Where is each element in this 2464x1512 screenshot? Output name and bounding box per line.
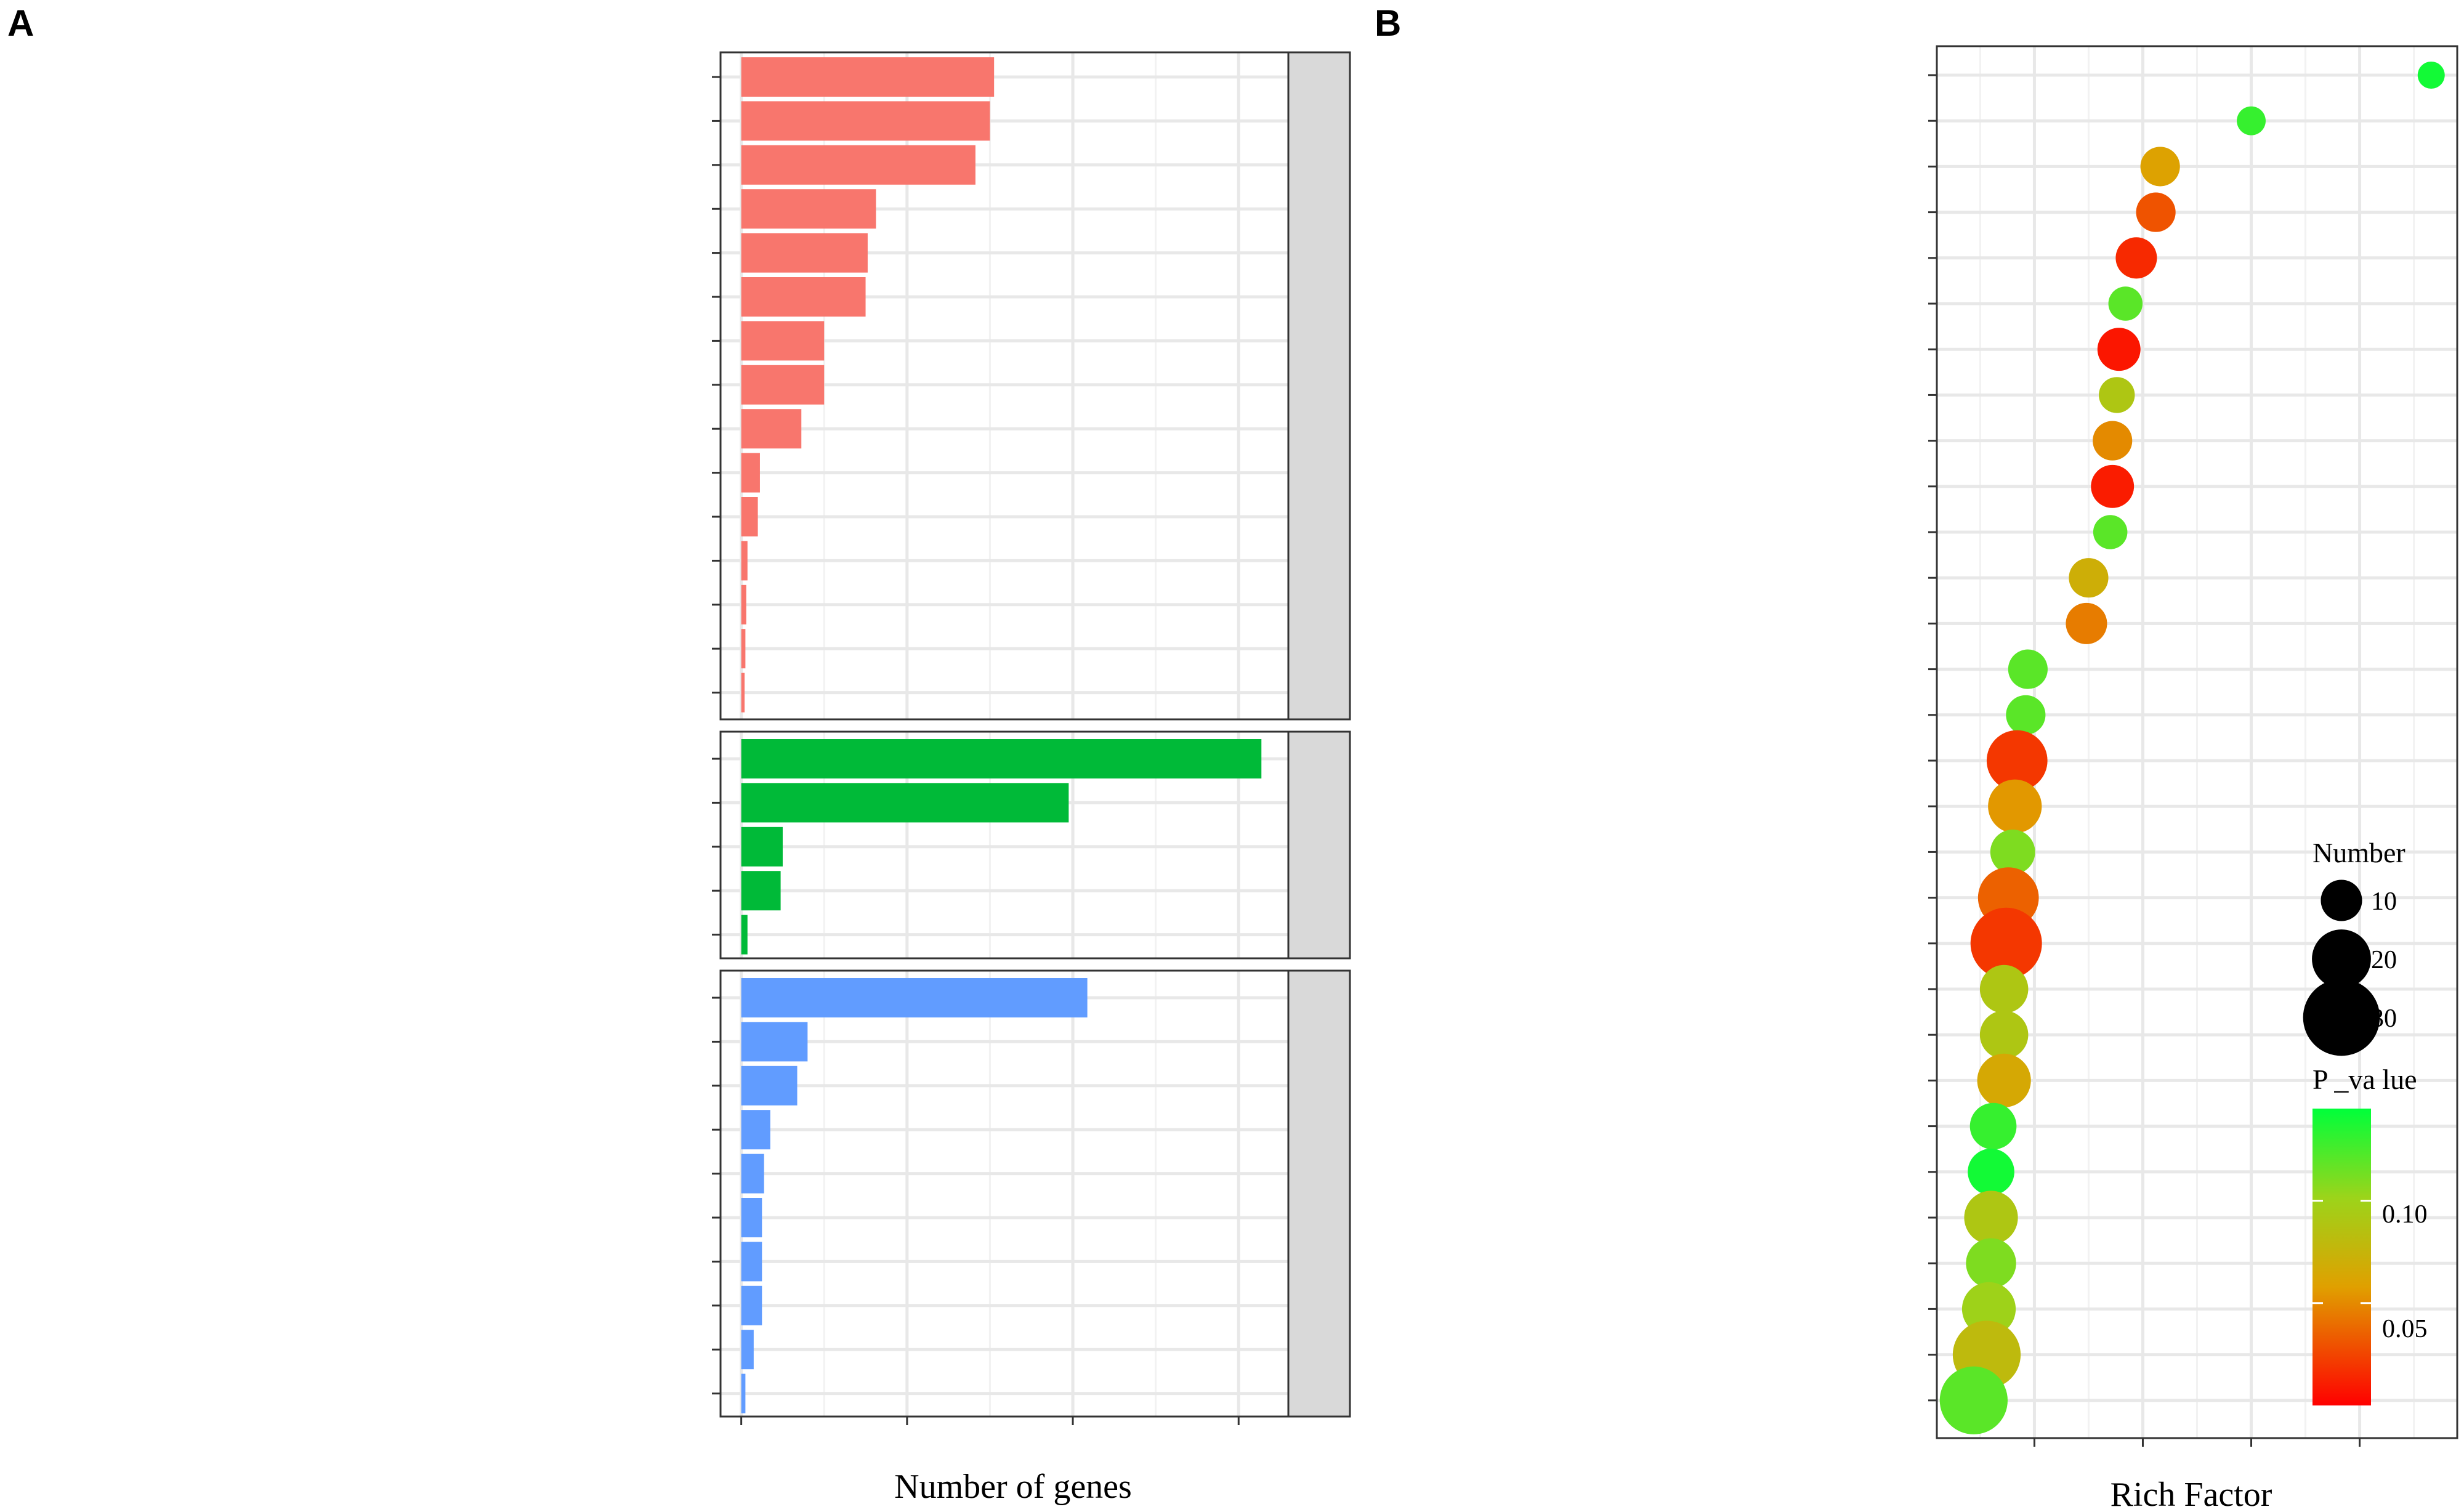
facet-strip-cc	[1287, 730, 1351, 960]
dot-transcriptional-misregulation-in-cancer[interactable]	[1961, 1282, 2016, 1336]
bar-organelle-part[interactable]	[741, 783, 1069, 823]
bar-regulation-of-cardiac-muscle-cell-proliferation[interactable]	[741, 541, 748, 581]
dot-proteoglycans-in-cancer[interactable]	[1986, 730, 2048, 791]
size-legend-label-10: 10	[2371, 887, 2397, 916]
p-value-color-legend: P _va lue 0.10 0.05	[2313, 1064, 2428, 1405]
go-enrichment-bar-chart	[712, 51, 1351, 1425]
bar-er-to-golgi-vesicle-mediated-transport[interactable]	[741, 497, 758, 536]
bar-cell-adhesion-molecule-binding[interactable]	[741, 1110, 770, 1150]
size-legend-dot-20	[2312, 929, 2371, 988]
dot-toxoplasmosis[interactable]	[1968, 1148, 2014, 1195]
dot-mapk-signaling-pathway[interactable]	[1970, 907, 2042, 979]
size-legend-label-20: 20	[2371, 946, 2397, 974]
colorbar-tick-label-0.05: 0.05	[2382, 1315, 2428, 1343]
dot-beta-alanine-metabolism[interactable]	[2093, 515, 2128, 549]
bar-nuclear-hormone-receptor-binding[interactable]	[741, 1330, 754, 1370]
dot-adherens-junction[interactable]	[2091, 464, 2135, 508]
dot-fatty-acid-metabolism[interactable]	[2069, 558, 2109, 598]
bar-positive-regulation-of-macromolecule-metabolic-process[interactable]	[741, 233, 868, 273]
bar-intracellular[interactable]	[741, 739, 1262, 778]
colorbar-tick-label-0.10: 0.10	[2382, 1200, 2428, 1229]
bar-paranodal-junction-assembly[interactable]	[741, 673, 745, 713]
dot-thyroid-hormone-signaling-pathway[interactable]	[1969, 1102, 2017, 1150]
facet-strip-mf	[1287, 969, 1351, 1418]
dot-progesterone-mediated-oocyte-maturation[interactable]	[1990, 830, 2035, 875]
dot-notch-signaling-pathway[interactable]	[2136, 192, 2176, 232]
panel-a-label: A	[7, 2, 34, 44]
bar-anchoring-junction[interactable]	[741, 827, 783, 867]
bar-protein-binding-involved-in-cell-cell-adhesion[interactable]	[741, 1242, 762, 1282]
bar-cell-cell-adhesion[interactable]	[741, 409, 802, 449]
dot-viral-myocarditis[interactable]	[2115, 237, 2157, 279]
facet-panel-mf	[721, 971, 1288, 1417]
dot-hippo-signaling-pathway[interactable]	[1977, 1053, 2031, 1107]
bar-biological-adhesion[interactable]	[741, 365, 825, 405]
bar-cellular-component-organization[interactable]	[741, 101, 990, 141]
dot-p53-signaling-pathway[interactable]	[2066, 602, 2107, 644]
dot-protein-processing-in-endoplasmic-reticulum[interactable]	[1964, 1191, 2018, 1245]
bar-cellular-component-organization-or-biogenesis[interactable]	[741, 57, 995, 97]
number-size-legend: Number 10 20 30	[2303, 837, 2405, 1056]
bar-protein-binding[interactable]	[741, 978, 1088, 1017]
dot-propanoate-metabolism[interactable]	[2140, 147, 2180, 187]
dot-butanoate-metabolism[interactable]	[2108, 286, 2143, 321]
bar-transition-metal-ion-binding[interactable]	[741, 1022, 808, 1062]
number-legend-title: Number	[2313, 837, 2405, 868]
dot-arrhythmogenic-right-ventricular-cardiomyopathy-arvc[interactable]	[2006, 695, 2046, 735]
bar-regulation-of-signaling[interactable]	[741, 189, 876, 229]
dot-plot-border	[1936, 45, 2458, 1439]
bar-response-to-organic-substance[interactable]	[741, 277, 866, 317]
dot-adipocytokine-signaling-pathway[interactable]	[2008, 649, 2048, 689]
dot-endocytosis[interactable]	[1939, 1366, 2008, 1434]
bar-gtpase-inhibitor-activity[interactable]	[741, 1373, 746, 1413]
dot-lysosome[interactable]	[1979, 1010, 2029, 1059]
bar-cell-adhesion[interactable]	[741, 321, 825, 361]
bar-er-to-golgi-transport-vesicle-membrane[interactable]	[741, 915, 748, 955]
bar-single-organism-developmental-process[interactable]	[741, 145, 976, 185]
dot-base-excision-repair[interactable]	[2099, 377, 2135, 413]
bar-vesicle-fusion-with-golgi-apparatus[interactable]	[741, 629, 746, 669]
bar-positive-regulation-of-cardiac-muscle-cell-proliferation[interactable]	[741, 584, 746, 625]
facet-strip-bp	[1287, 51, 1351, 721]
bar-adherens-junction[interactable]	[741, 871, 781, 911]
dot-tight-junction[interactable]	[1966, 1238, 2016, 1288]
bar-cadherin-binding[interactable]	[741, 1154, 764, 1194]
panel-b-x-axis-label: Rich Factor	[2111, 1476, 2272, 1512]
panel-a-x-axis-label: Number of genes	[894, 1468, 1132, 1506]
size-legend-dot-30	[2303, 979, 2380, 1056]
dot-fatty-acid-degradation[interactable]	[2093, 421, 2133, 461]
bar-cell-junction-organization[interactable]	[741, 453, 760, 493]
p-value-legend-title: P _va lue	[2313, 1064, 2417, 1095]
bar-cadherin-binding-involved-in-cell-cell-adhesion[interactable]	[741, 1285, 762, 1325]
size-legend-dot-10	[2321, 879, 2362, 921]
dot-phosphonate-and-phosphinate-metabolism[interactable]	[2417, 62, 2445, 89]
dot-folate-biosynthesis[interactable]	[2237, 106, 2266, 135]
dot-insulin-signaling-pathway[interactable]	[1988, 779, 2042, 833]
bar-zinc-ion-binding[interactable]	[741, 1065, 798, 1106]
bar-protein-binding-involved-in-cell-adhesion[interactable]	[741, 1198, 762, 1237]
dot-neurotrophin-signaling-pathway[interactable]	[1979, 964, 2029, 1014]
panel-b-label: B	[1375, 2, 1401, 44]
p-value-colorbar	[2313, 1109, 2371, 1405]
dot-antigen-processing-and-presentation[interactable]	[2097, 328, 2141, 371]
kegg-enrichment-dot-plot	[1928, 45, 2458, 1447]
